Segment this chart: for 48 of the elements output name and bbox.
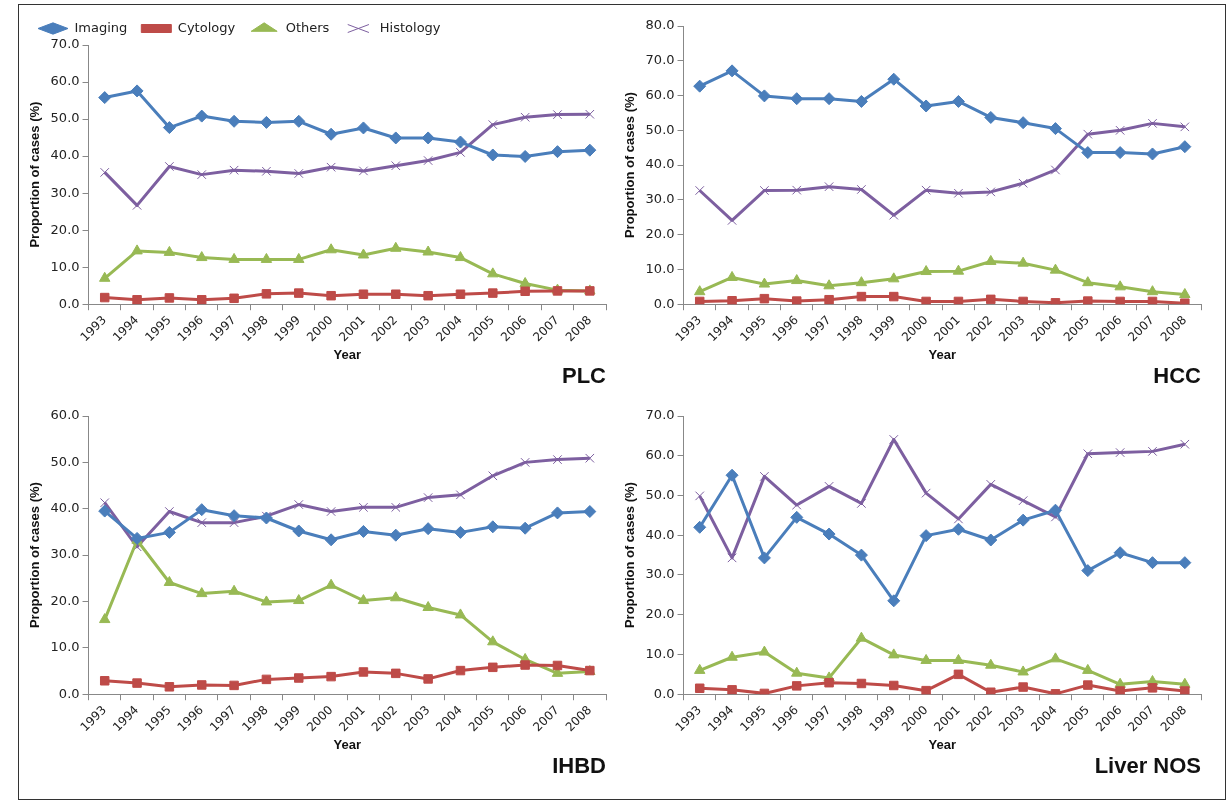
y-tick-label: 70.0 — [645, 52, 675, 68]
legend-label: Others — [285, 19, 330, 35]
x-axis-title: Year — [928, 347, 957, 363]
y-tick-label: 30.0 — [50, 184, 80, 200]
y-tick-label: 20.0 — [645, 606, 675, 622]
y-tick-label: 40.0 — [645, 526, 675, 542]
y-tick-label: 10.0 — [645, 645, 675, 661]
y-tick-label: 70.0 — [645, 407, 675, 423]
y-tick-label: 20.0 — [50, 592, 80, 608]
text: IHBD — [552, 752, 606, 778]
y-tick-label: 40.0 — [645, 156, 675, 172]
y-tick-label: 70.0 — [50, 36, 80, 52]
text: PLC — [562, 362, 607, 388]
y-tick-label: 30.0 — [645, 566, 675, 582]
y-tick-label: 0.0 — [653, 685, 675, 701]
x-axis-title: Year — [928, 737, 957, 753]
y-tick-label: 10.0 — [50, 639, 80, 655]
y-tick-label: 50.0 — [50, 110, 80, 126]
y-tick-label: 30.0 — [645, 191, 675, 207]
y-tick-label: 50.0 — [645, 121, 675, 137]
y-tick-label: 40.0 — [50, 500, 80, 516]
y-axis-title: Proportion of cases (%) — [27, 482, 43, 629]
y-tick-label: 20.0 — [50, 221, 80, 237]
y-tick-label: 60.0 — [645, 86, 675, 102]
y-tick-label: 80.0 — [645, 17, 675, 33]
y-axis-title: Proportion of cases (%) — [622, 92, 638, 239]
y-axis-title: Proportion of cases (%) — [622, 482, 638, 629]
y-tick-label: 60.0 — [50, 73, 80, 89]
y-tick-label: 0.0 — [58, 295, 80, 311]
y-tick-label: 60.0 — [50, 407, 80, 423]
y-tick-label: 10.0 — [50, 258, 80, 274]
legend-label: Histology — [379, 19, 441, 35]
y-axis-title: Proportion of cases (%) — [27, 101, 43, 248]
y-tick-label: 0.0 — [653, 295, 675, 311]
y-tick-label: 30.0 — [50, 546, 80, 562]
legend-label: Imaging — [74, 19, 128, 35]
y-tick-label: 60.0 — [645, 447, 675, 463]
text: HCC — [1153, 362, 1202, 388]
y-tick-label: 20.0 — [645, 226, 675, 242]
x-axis-title: Year — [333, 737, 362, 753]
y-tick-label: 40.0 — [50, 147, 80, 163]
y-tick-label: 50.0 — [50, 453, 80, 469]
y-tick-label: 0.0 — [58, 685, 80, 701]
text: Liver NOS — [1094, 752, 1201, 778]
y-tick-label: 10.0 — [645, 260, 675, 276]
y-tick-label: 50.0 — [645, 486, 675, 502]
x-axis-title: Year — [333, 347, 362, 363]
legend-label: Cytology — [177, 19, 236, 35]
